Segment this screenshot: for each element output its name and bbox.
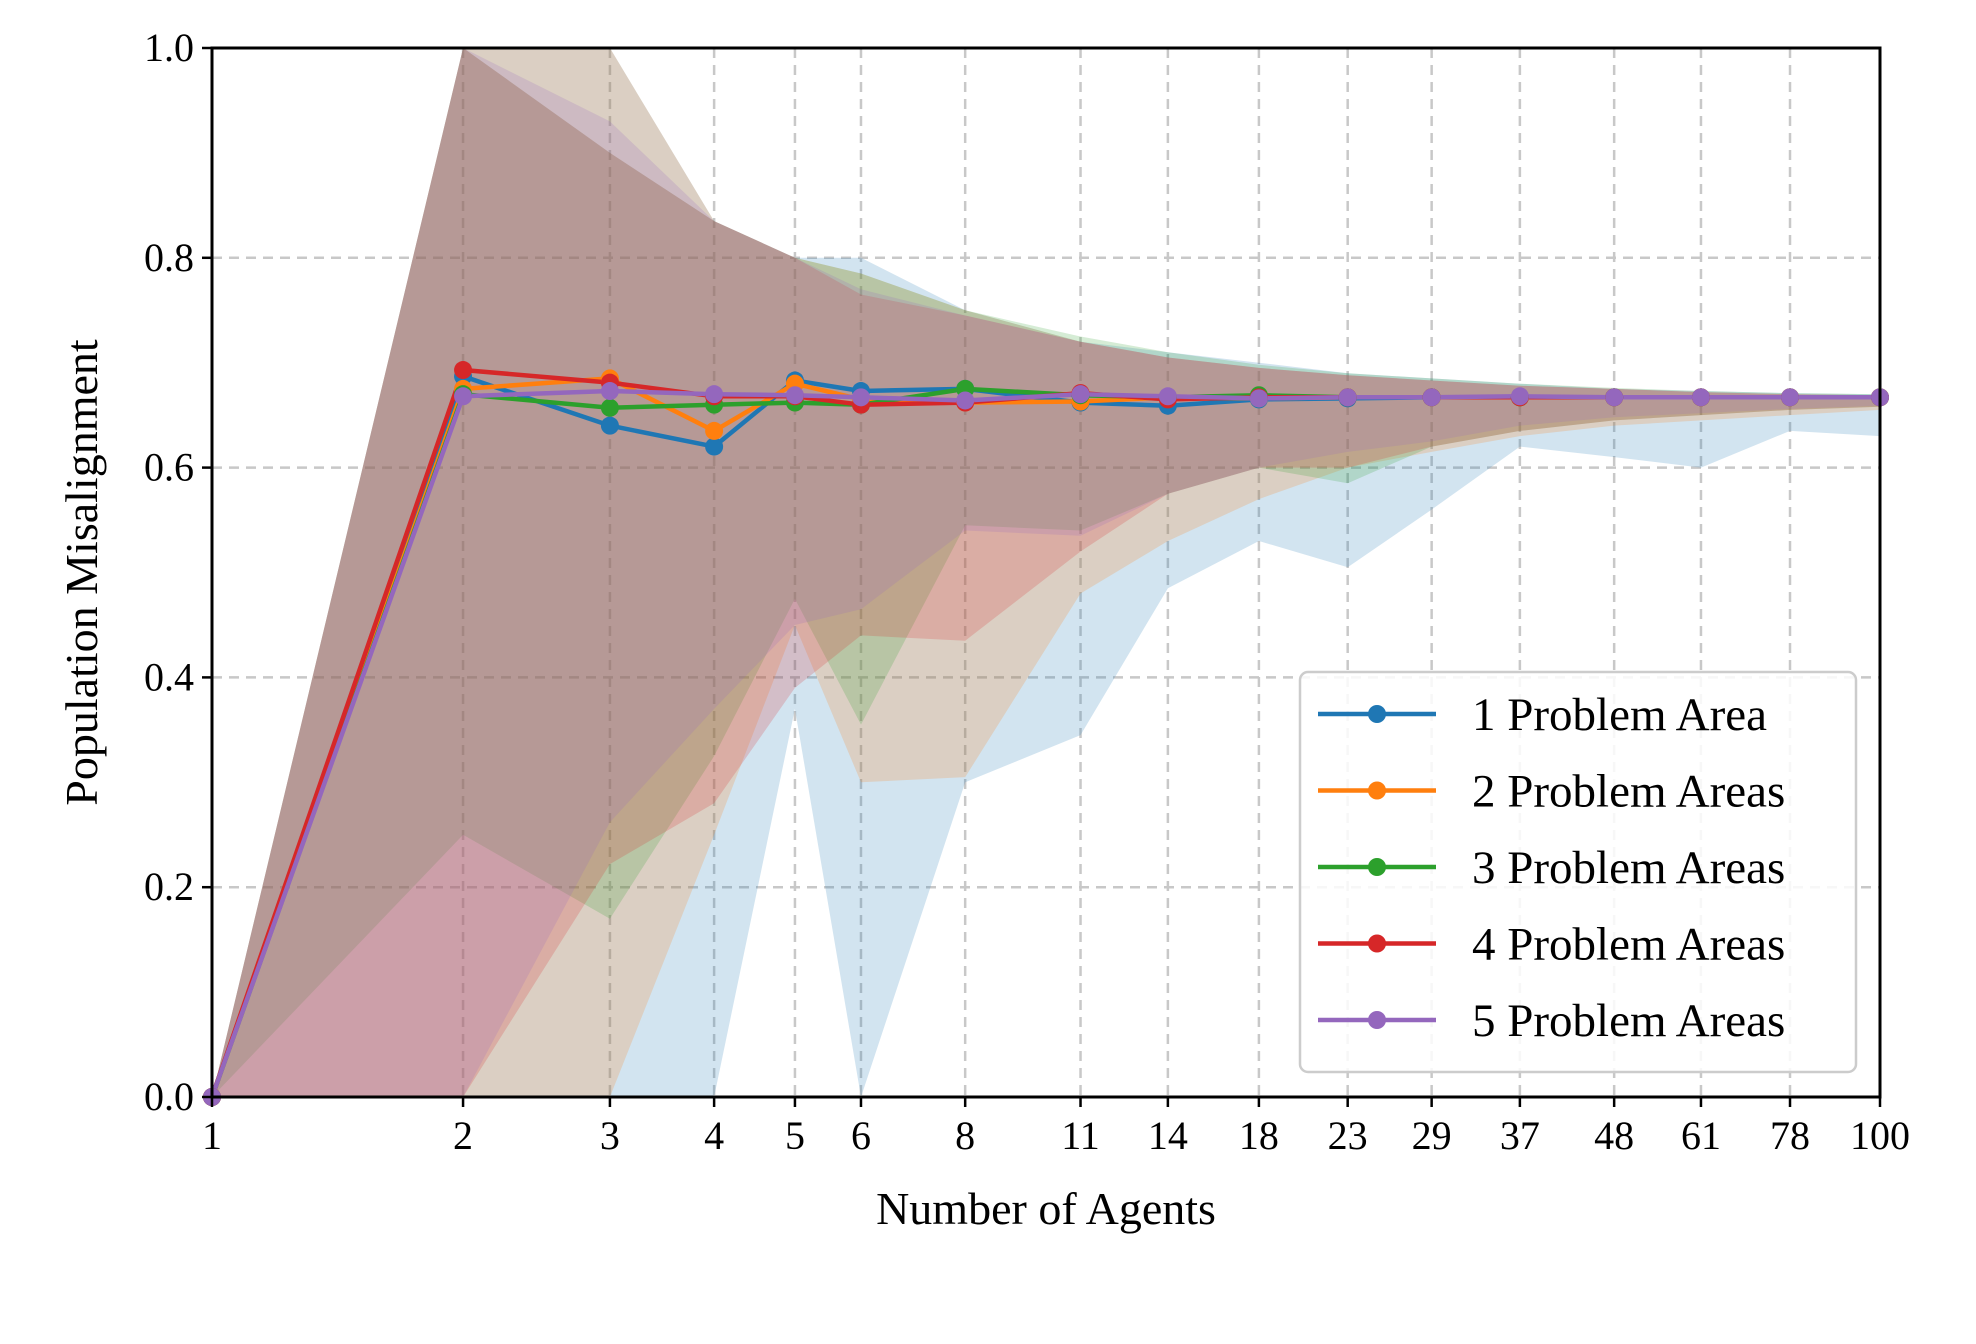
point-series-4-x-2 (454, 361, 473, 380)
point-series-3-x-3 (600, 398, 619, 417)
point-series-5-x-3 (600, 382, 619, 401)
point-series-5-x-6 (851, 388, 870, 407)
x-tick-label-5: 5 (785, 1113, 805, 1158)
legend-label-1: 1 Problem Area (1472, 689, 1767, 741)
point-series-5-x-37 (1510, 387, 1529, 406)
y-tick-label-0.4: 0.4 (144, 654, 194, 699)
legend-label-4: 4 Problem Areas (1472, 919, 1785, 971)
legend: 1 Problem Area 2 Problem Areas 3 Problem A… (1298, 670, 1858, 1074)
point-series-5-x-4 (705, 385, 724, 404)
x-tick-label-29: 29 (1412, 1113, 1452, 1158)
legend-box (1298, 670, 1858, 1074)
point-series-5-x-61 (1691, 388, 1710, 407)
band-series-4 (212, 48, 1880, 1097)
y-tick-label-0.0: 0.0 (144, 1074, 194, 1119)
point-series-1-x-3 (600, 416, 619, 435)
legend-marker-3 (1368, 858, 1386, 876)
y-axis-ticks: 0.0 0.2 0.4 0.6 0.8 1.0 (144, 25, 212, 1119)
x-tick-label-48: 48 (1594, 1113, 1634, 1158)
x-tick-label-14: 14 (1148, 1113, 1188, 1158)
point-series-5-x-29 (1422, 388, 1441, 407)
x-axis-ticks: 1 2 3 4 5 6 8 11 14 18 23 29 37 48 61 78 100 (202, 1097, 1910, 1158)
x-tick-label-23: 23 (1328, 1113, 1368, 1158)
x-axis-label: Number of Agents (876, 1183, 1216, 1234)
x-tick-label-3: 3 (600, 1113, 620, 1158)
x-tick-label-8: 8 (955, 1113, 975, 1158)
point-series-2-x-4 (705, 421, 724, 440)
x-tick-label-78: 78 (1770, 1113, 1810, 1158)
point-series-5-x-48 (1605, 388, 1624, 407)
confidence-bands (212, 48, 1880, 1097)
band-series-5 (212, 48, 1880, 1097)
legend-label-5: 5 Problem Areas (1472, 995, 1785, 1047)
x-tick-label-37: 37 (1500, 1113, 1540, 1158)
point-series-5-x-5 (785, 386, 804, 405)
x-tick-label-18: 18 (1239, 1113, 1279, 1158)
x-tick-label-1: 1 (202, 1113, 222, 1158)
y-tick-label-0.8: 0.8 (144, 235, 194, 280)
point-series-5-x-8 (956, 391, 975, 410)
x-tick-label-6: 6 (851, 1113, 871, 1158)
legend-marker-1 (1368, 705, 1386, 723)
y-tick-label-1.0: 1.0 (144, 25, 194, 70)
series-markers (203, 361, 1889, 1106)
x-tick-label-4: 4 (704, 1113, 724, 1158)
x-tick-label-61: 61 (1681, 1113, 1721, 1158)
y-tick-label-0.6: 0.6 (144, 445, 194, 490)
point-series-5-x-23 (1338, 388, 1357, 407)
point-series-5-x-2 (454, 387, 473, 406)
point-series-5-x-14 (1158, 387, 1177, 406)
legend-marker-4 (1368, 934, 1386, 953)
point-series-1-x-4 (705, 437, 724, 456)
y-tick-label-0.2: 0.2 (144, 864, 194, 909)
point-series-5-x-11 (1071, 385, 1090, 404)
x-tick-label-2: 2 (453, 1113, 473, 1158)
legend-marker-5 (1368, 1011, 1386, 1029)
y-axis-label: Population Misalignment (56, 339, 107, 806)
point-series-5-x-18 (1249, 389, 1268, 408)
legend-marker-2 (1368, 781, 1386, 800)
band-series-2 (212, 48, 1880, 1097)
x-tick-label-100: 100 (1850, 1113, 1910, 1158)
band-series-3 (212, 48, 1880, 1097)
point-series-5-x-78 (1781, 388, 1800, 407)
plot-frame (210, 46, 1882, 1099)
band-series-1 (212, 48, 1880, 1097)
x-tick-label-11: 11 (1061, 1113, 1100, 1158)
legend-label-2: 2 Problem Areas (1472, 766, 1785, 818)
legend-label-3: 3 Problem Areas (1472, 842, 1785, 894)
